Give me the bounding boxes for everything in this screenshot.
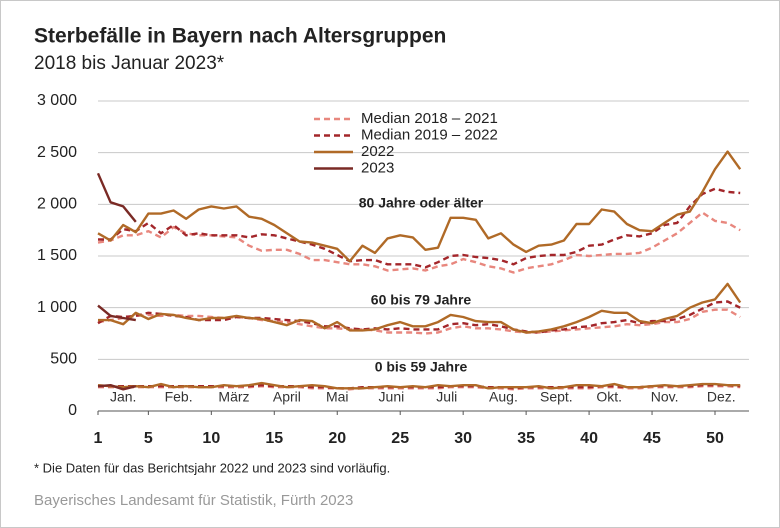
chart-title: Sterbefälle in Bayern nach Altersgruppen bbox=[34, 25, 446, 48]
legend-label: Median 2018 – 2021 bbox=[361, 110, 498, 127]
x-tick-label: 5 bbox=[144, 430, 153, 447]
y-tick-label: 2 500 bbox=[37, 144, 77, 161]
month-label: Feb. bbox=[165, 389, 193, 405]
y-tick-label: 1 500 bbox=[37, 247, 77, 264]
month-label: Mai bbox=[326, 389, 349, 405]
x-tick-label: 45 bbox=[643, 430, 661, 447]
y-tick-label: 1 000 bbox=[37, 299, 77, 316]
month-label: Sept. bbox=[540, 389, 573, 405]
month-label: März bbox=[218, 389, 249, 405]
x-tick-label: 30 bbox=[454, 430, 472, 447]
y-tick-label: 500 bbox=[50, 351, 77, 368]
series-line bbox=[97, 150, 742, 263]
x-tick-label: 35 bbox=[517, 430, 535, 447]
x-tick-label: 40 bbox=[580, 430, 598, 447]
series-line bbox=[98, 187, 741, 269]
legend-label: 2023 bbox=[361, 159, 394, 176]
group-label: 60 bis 79 Jahre bbox=[371, 292, 472, 308]
group-label: 0 bis 59 Jahre bbox=[375, 359, 468, 375]
source: Bayerisches Landesamt für Statistik, Für… bbox=[34, 492, 353, 509]
series-line bbox=[96, 172, 137, 223]
series-line bbox=[98, 282, 742, 334]
month-label: April bbox=[273, 389, 301, 405]
month-label: Jan. bbox=[110, 389, 136, 405]
month-label: Juni bbox=[379, 389, 405, 405]
legend-label: Median 2019 – 2022 bbox=[361, 126, 498, 143]
footnote: * Die Daten für das Berichtsjahr 2022 un… bbox=[34, 460, 390, 475]
month-label: Nov. bbox=[651, 389, 679, 405]
group-label: 80 Jahre oder älter bbox=[359, 195, 484, 211]
x-tick-label: 20 bbox=[328, 430, 346, 447]
legend-label: 2022 bbox=[361, 143, 394, 160]
y-tick-label: 2 000 bbox=[37, 196, 77, 213]
series-line bbox=[97, 308, 741, 335]
x-tick-label: 25 bbox=[391, 430, 409, 447]
series-line bbox=[97, 381, 741, 390]
month-label: Juli bbox=[436, 389, 457, 405]
y-tick-label: 3 000 bbox=[37, 92, 77, 109]
month-label: Okt. bbox=[596, 389, 622, 405]
chart-subtitle: 2018 bis Januar 2023* bbox=[34, 53, 225, 74]
x-tick-label: 10 bbox=[202, 430, 220, 447]
x-tick-label: 15 bbox=[265, 430, 283, 447]
y-tick-label: 0 bbox=[68, 402, 77, 419]
month-label: Dez. bbox=[707, 389, 736, 405]
month-label: Aug. bbox=[489, 389, 518, 405]
x-tick-label: 1 bbox=[94, 430, 103, 447]
series-line bbox=[97, 304, 136, 322]
series-line bbox=[97, 384, 137, 391]
x-tick-label: 50 bbox=[706, 430, 724, 447]
